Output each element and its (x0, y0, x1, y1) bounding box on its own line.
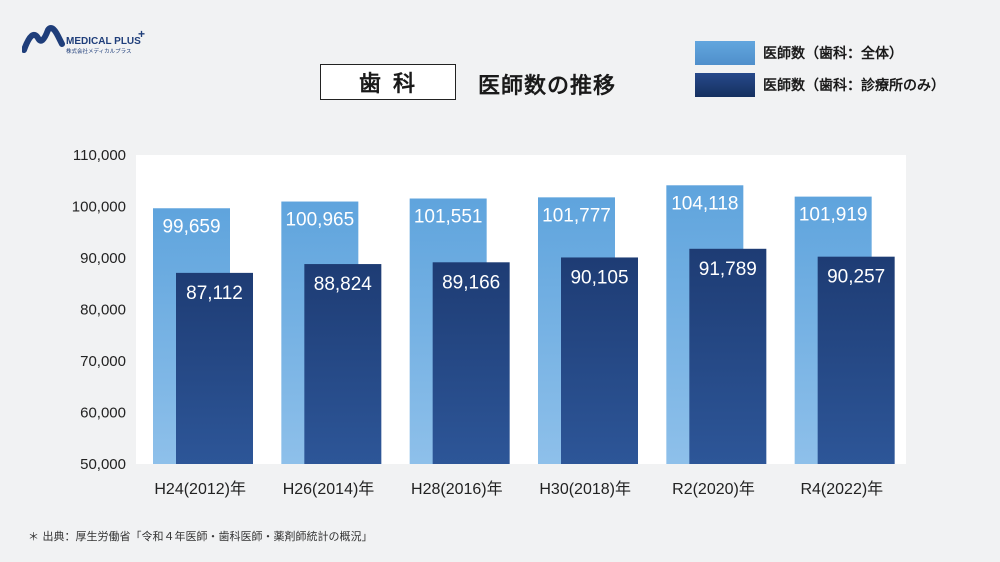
y-tick-label: 110,000 (73, 147, 126, 164)
plot-area (136, 155, 906, 464)
x-tick-label: H24(2012)年 (154, 480, 246, 498)
logo-brand-text: MEDICAL PLUS (66, 36, 141, 47)
y-tick-label: 80,000 (80, 302, 126, 319)
x-axis: H24(2012)年 H26(2014)年 H28(2016)年 H30(2018)年… (154, 480, 883, 498)
bar-clinic (817, 256, 895, 464)
data-label-overall: 101,919 (799, 205, 868, 226)
bar-clinic (304, 264, 382, 464)
bar-clinic (689, 248, 767, 464)
x-tick-label: H30(2018)年 (539, 480, 631, 498)
y-tick-label: 60,000 (80, 405, 126, 422)
bar-clinic (432, 262, 510, 464)
data-label-clinic: 88,824 (314, 274, 373, 295)
legend-swatch-clinic (695, 73, 755, 97)
data-label-overall: 101,777 (542, 205, 611, 226)
logo-company-text: 株式会社メディカルプラス (66, 47, 132, 55)
title-box-label: 歯科 (358, 72, 427, 97)
y-tick-label: 50,000 (80, 456, 126, 473)
data-label-clinic: 90,105 (570, 267, 628, 288)
data-label-overall: 100,965 (285, 210, 354, 231)
y-tick-label: 100,000 (72, 199, 126, 216)
bar-clinic (561, 257, 638, 464)
y-axis: 50,000 60,000 70,000 80,000 90,000 100,000 110… (72, 147, 126, 473)
legend-label-clinic: 医師数（歯科：診療所のみ） (763, 78, 945, 94)
y-tick-label: 70,000 (80, 353, 126, 370)
data-label-clinic: 87,112 (186, 283, 243, 304)
legend: 医師数（歯科：全体） 医師数（歯科：診療所のみ） (695, 40, 945, 104)
data-label-clinic: 90,257 (827, 267, 885, 288)
logo-plus-mark: + (138, 27, 145, 41)
x-tick-label: H28(2016)年 (411, 480, 503, 498)
data-label-overall: 101,551 (414, 207, 483, 228)
data-label-overall: 99,659 (162, 216, 220, 237)
legend-label-overall: 医師数（歯科：全体） (763, 46, 903, 62)
chart-subtitle: 医師数の推移 (478, 74, 617, 99)
x-tick-label: R2(2020)年 (672, 480, 755, 498)
data-label-overall: 104,118 (671, 193, 738, 214)
x-tick-label: H26(2014)年 (283, 480, 375, 498)
title-box: 歯科 (320, 64, 456, 100)
data-label-clinic: 91,789 (699, 259, 757, 280)
bar-clinic (176, 272, 253, 464)
x-tick-label: R4(2022)年 (800, 480, 883, 498)
legend-swatch-overall (695, 41, 755, 65)
y-tick-label: 90,000 (80, 250, 126, 267)
legend-item-overall: 医師数（歯科：全体） (695, 40, 945, 66)
medical-plus-logo: MEDICAL PLUS + 株式会社メディカルプラス (22, 25, 145, 55)
bars: 99,659 87,112 100,965 88,824 101,551 89,166 10… (153, 185, 895, 465)
source-footnote: ＊ 出典：厚生労働省「令和４年医師・歯科医師・薬剤師統計の概況」 (28, 530, 373, 543)
legend-item-clinic: 医師数（歯科：診療所のみ） (695, 72, 945, 98)
data-label-clinic: 89,166 (442, 272, 500, 293)
